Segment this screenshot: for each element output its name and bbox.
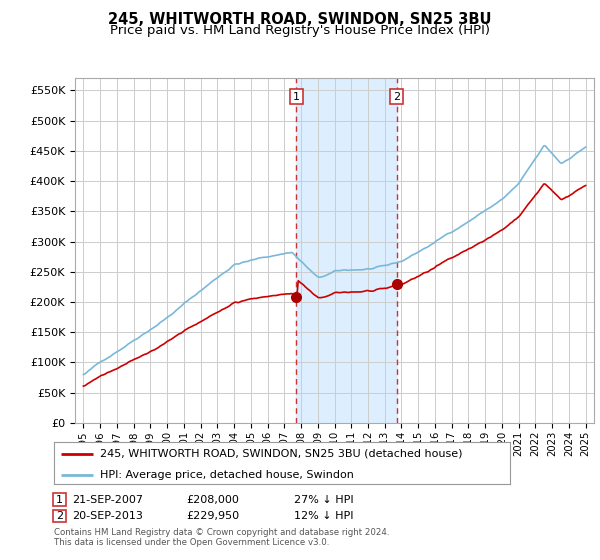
Text: 2: 2 — [56, 511, 63, 521]
Text: HPI: Average price, detached house, Swindon: HPI: Average price, detached house, Swin… — [100, 470, 353, 480]
Text: 2: 2 — [393, 91, 400, 101]
Text: 1: 1 — [56, 494, 63, 505]
Text: 20-SEP-2013: 20-SEP-2013 — [72, 511, 143, 521]
Text: 12% ↓ HPI: 12% ↓ HPI — [294, 511, 353, 521]
Text: 1: 1 — [293, 91, 300, 101]
Text: 27% ↓ HPI: 27% ↓ HPI — [294, 494, 353, 505]
Bar — [296, 78, 397, 423]
Text: 245, WHITWORTH ROAD, SWINDON, SN25 3BU: 245, WHITWORTH ROAD, SWINDON, SN25 3BU — [108, 12, 492, 27]
Text: 21-SEP-2007: 21-SEP-2007 — [72, 494, 143, 505]
Text: Price paid vs. HM Land Registry's House Price Index (HPI): Price paid vs. HM Land Registry's House … — [110, 24, 490, 36]
Text: Contains HM Land Registry data © Crown copyright and database right 2024.
This d: Contains HM Land Registry data © Crown c… — [54, 528, 389, 547]
Text: 245, WHITWORTH ROAD, SWINDON, SN25 3BU (detached house): 245, WHITWORTH ROAD, SWINDON, SN25 3BU (… — [100, 449, 462, 459]
Text: £208,000: £208,000 — [186, 494, 239, 505]
Text: £229,950: £229,950 — [186, 511, 239, 521]
